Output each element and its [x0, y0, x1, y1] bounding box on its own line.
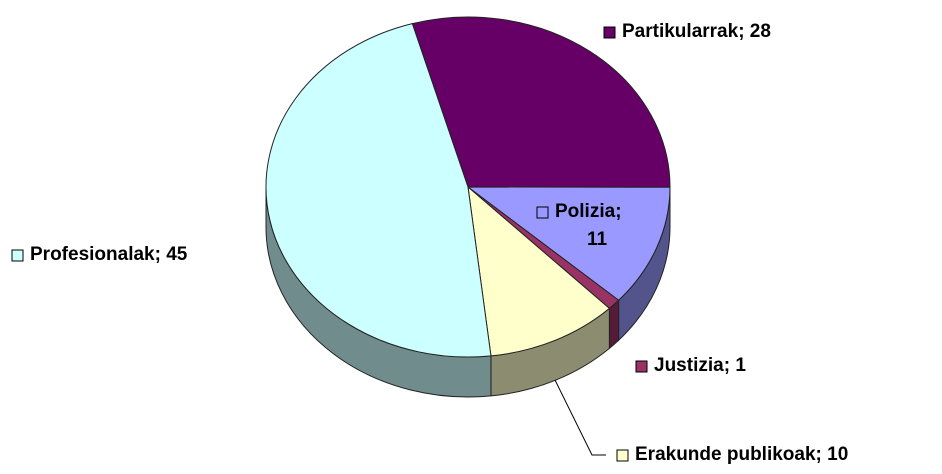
- data-label: Profesionalak; 45: [30, 244, 188, 265]
- legend-key: [11, 249, 24, 262]
- label-sep: ;: [816, 444, 822, 465]
- label-name: Polizia: [555, 201, 616, 222]
- slice: [265, 22, 492, 358]
- legend-key: [635, 360, 648, 373]
- data-label: Polizia; 11: [555, 201, 622, 250]
- label-value: 28: [750, 21, 771, 42]
- legend-key: [536, 206, 549, 219]
- data-label: Justizia; 1: [654, 355, 746, 376]
- slice: [467, 185, 611, 357]
- legend-key: [616, 449, 629, 462]
- legend-key: [603, 26, 616, 39]
- label-value: 1: [735, 355, 746, 376]
- label-name: Profesionalak: [30, 244, 155, 265]
- label-name: Erakunde publikoak: [635, 444, 816, 465]
- label-value: 45: [166, 244, 188, 265]
- label-name: Partikularrak: [622, 21, 739, 42]
- slice: [466, 186, 671, 301]
- slice: [411, 16, 671, 188]
- data-label: Partikularrak; 28: [622, 21, 771, 42]
- label-sep: ;: [738, 21, 744, 42]
- label-value: 10: [827, 444, 848, 465]
- label-sep: ;: [155, 244, 161, 265]
- label-name: Justizia: [654, 355, 724, 376]
- label-sep: ;: [724, 355, 730, 376]
- data-label: Erakunde publikoak; 10: [635, 444, 848, 465]
- label-value: 11: [587, 229, 608, 250]
- label-sep: ;: [615, 201, 621, 222]
- leader-line: [554, 379, 606, 456]
